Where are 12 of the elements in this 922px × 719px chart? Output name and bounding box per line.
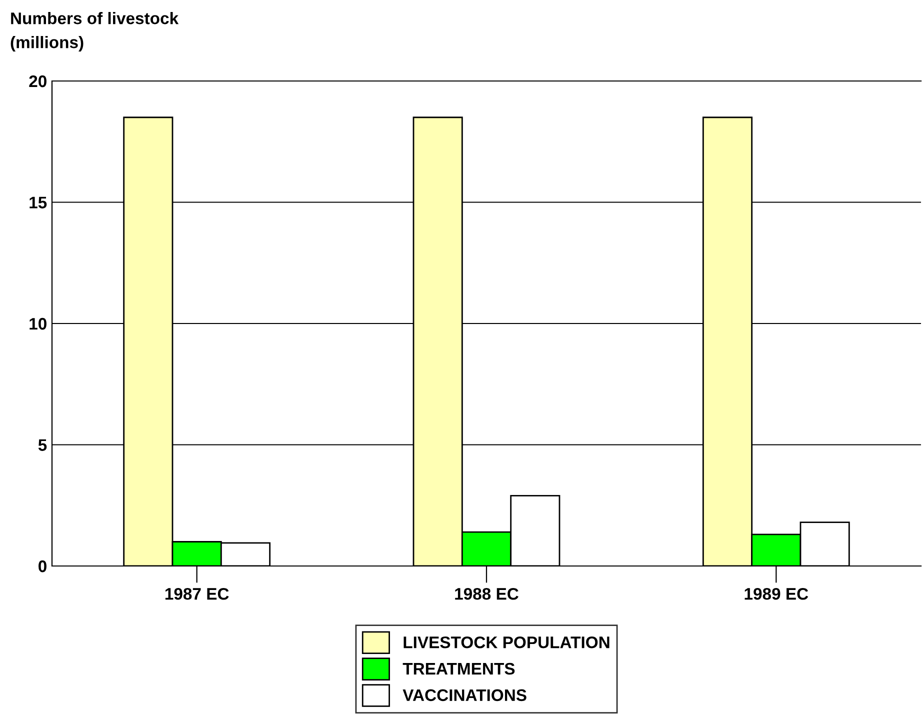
y-axis-title: Numbers of livestock (millions) bbox=[10, 12, 179, 52]
legend-label: VACCINATIONS bbox=[402, 689, 526, 702]
y-tick-label: 0 bbox=[38, 560, 46, 572]
y-tick-label: 15 bbox=[30, 196, 47, 208]
y-tick-label: 5 bbox=[38, 439, 47, 451]
y-tick-label: 10 bbox=[30, 318, 46, 330]
x-tick-label: 1989 EC bbox=[744, 588, 808, 600]
y-tick-label: 20 bbox=[29, 75, 46, 88]
legend-label: LIVESTOCK POPULATION bbox=[404, 636, 610, 648]
x-tick-label: 1988 EC bbox=[455, 588, 518, 600]
legend-label: TREATMENTS bbox=[402, 662, 515, 675]
x-tick-label: 1987 EC bbox=[165, 588, 229, 600]
